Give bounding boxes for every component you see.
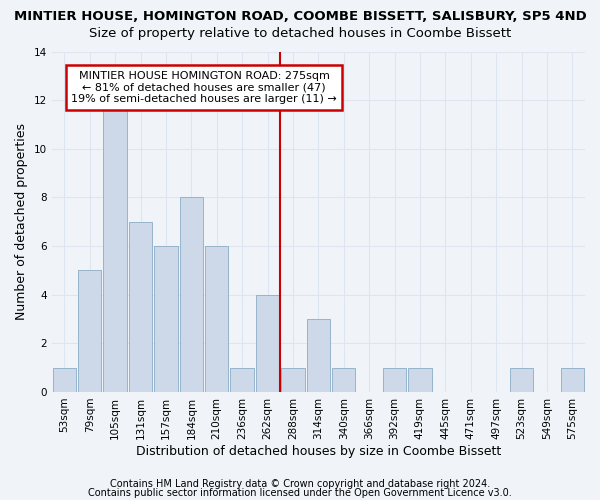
Bar — [510, 368, 533, 392]
Bar — [179, 198, 203, 392]
Bar — [103, 100, 127, 392]
Bar — [205, 246, 229, 392]
Bar — [154, 246, 178, 392]
Text: MINTIER HOUSE, HOMINGTON ROAD, COOMBE BISSETT, SALISBURY, SP5 4ND: MINTIER HOUSE, HOMINGTON ROAD, COOMBE BI… — [14, 10, 586, 23]
Bar — [129, 222, 152, 392]
Bar — [332, 368, 355, 392]
X-axis label: Distribution of detached houses by size in Coombe Bissett: Distribution of detached houses by size … — [136, 444, 501, 458]
Text: MINTIER HOUSE HOMINGTON ROAD: 275sqm
← 81% of detached houses are smaller (47)
1: MINTIER HOUSE HOMINGTON ROAD: 275sqm ← 8… — [71, 71, 337, 104]
Bar — [307, 319, 330, 392]
Bar — [281, 368, 305, 392]
Bar — [408, 368, 431, 392]
Bar — [256, 294, 279, 392]
Text: Size of property relative to detached houses in Coombe Bissett: Size of property relative to detached ho… — [89, 28, 511, 40]
Bar — [560, 368, 584, 392]
Bar — [53, 368, 76, 392]
Bar — [230, 368, 254, 392]
Text: Contains public sector information licensed under the Open Government Licence v3: Contains public sector information licen… — [88, 488, 512, 498]
Text: Contains HM Land Registry data © Crown copyright and database right 2024.: Contains HM Land Registry data © Crown c… — [110, 479, 490, 489]
Bar — [383, 368, 406, 392]
Y-axis label: Number of detached properties: Number of detached properties — [15, 123, 28, 320]
Bar — [78, 270, 101, 392]
